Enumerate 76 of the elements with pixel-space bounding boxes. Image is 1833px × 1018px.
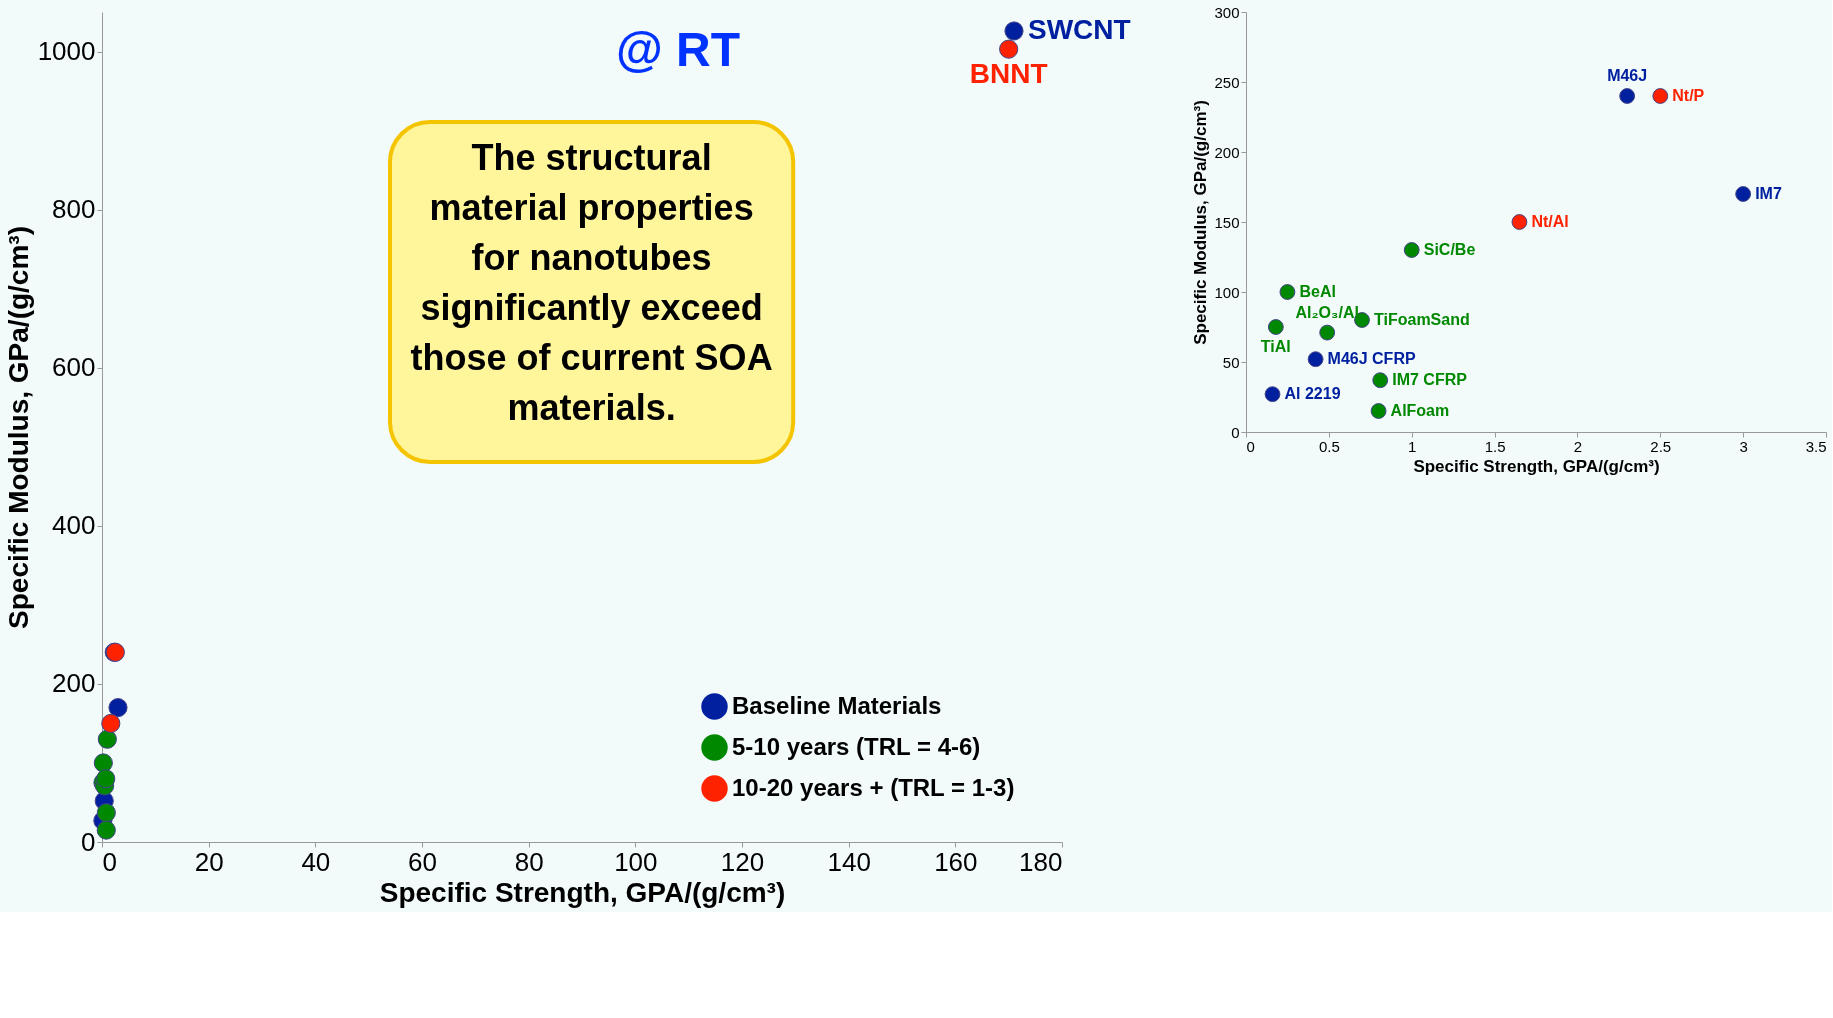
y-tick-label: 200 [1214, 143, 1240, 161]
legend-label: 10-20 years + (TRL = 1-3) [732, 773, 1015, 801]
annotation: SiC/Be [1423, 241, 1476, 258]
annotation: Al 2219 [1284, 385, 1341, 403]
y-tick-label: 600 [52, 352, 96, 383]
x-tick-label: 100 [614, 846, 658, 877]
y-axis-title: Specific Modulus, GPa/(g/cm³) [2, 226, 34, 629]
x-tick-label: 20 [194, 846, 224, 877]
point [1264, 386, 1281, 403]
x-tick-label: 80 [514, 846, 544, 877]
y-axis-title: Specific Modulus, GPa/(g/cm³) [1191, 100, 1211, 345]
point [101, 713, 121, 733]
y-tick-label: 0 [81, 826, 96, 857]
x-tick-label: 120 [720, 846, 765, 877]
point [1372, 372, 1389, 389]
y-tick-label: 0 [1231, 423, 1240, 441]
x-tick-label: 140 [827, 846, 871, 877]
annotation: The structural material properties for nanotubes significantly exceed those of current SOA materials. [410, 137, 773, 428]
x-tick-label: 2 [1573, 437, 1583, 455]
annotation: IM7 [1755, 185, 1782, 202]
annotation: TiAl [1260, 338, 1291, 355]
x-tick-label: 40 [301, 846, 331, 877]
point [999, 39, 1019, 59]
x-tick-label: 0 [102, 846, 117, 877]
point [1279, 284, 1296, 300]
point [1403, 242, 1420, 258]
point [97, 729, 117, 749]
annotation: Al₂O₃/Al [1295, 303, 1359, 321]
y-tick-label: 50 [1222, 353, 1240, 371]
point [96, 803, 116, 823]
legend-label: 5-10 years (TRL = 4-6) [732, 732, 981, 760]
point [1307, 351, 1324, 368]
y-tick-label: 150 [1214, 213, 1240, 231]
x-tick-label: 160 [934, 846, 978, 877]
x-tick-label: 60 [408, 846, 437, 877]
y-tick-label: 200 [52, 668, 96, 699]
x-tick-label: 0 [1246, 437, 1255, 455]
y-tick-label: 300 [1214, 3, 1240, 21]
annotation: Nt/Al [1531, 213, 1569, 230]
x-tick-label: 2.5 [1650, 437, 1672, 455]
x-tick-label: 3 [1739, 437, 1748, 455]
point [93, 753, 113, 773]
annotation: BNNT [969, 58, 1048, 90]
annotation: M46J CFRP [1327, 350, 1416, 368]
annotation: IM7 CFRP [1392, 371, 1468, 389]
x-tick-label: 0.5 [1318, 437, 1340, 455]
y-tick-label: 800 [52, 194, 96, 225]
point [1370, 403, 1387, 419]
x-axis-title: Specific Strength, GPA/(g/cm³) [379, 876, 786, 908]
annotation: SWCNT [1028, 13, 1131, 45]
point [1735, 186, 1752, 202]
y-tick-label: 400 [52, 510, 96, 541]
annotation: @ RT [615, 23, 741, 76]
annotation: TiFoamSand [1374, 311, 1470, 328]
annotation: AlFoam [1390, 402, 1450, 419]
point [1004, 21, 1024, 41]
point [1511, 214, 1528, 230]
point [1319, 324, 1336, 341]
x-axis-title: Specific Strength, GPA/(g/cm³) [1413, 456, 1660, 476]
annotation: BeAl [1299, 283, 1336, 300]
legend-label: Baseline Materials [732, 691, 942, 719]
x-tick-label: 1.5 [1484, 437, 1506, 455]
annotation: Nt/P [1672, 87, 1705, 104]
x-tick-label: 180 [1019, 846, 1063, 877]
point [1619, 88, 1636, 104]
x-tick-label: 1 [1408, 437, 1417, 455]
point [1652, 88, 1669, 104]
y-tick-label: 250 [1214, 73, 1240, 91]
point [108, 698, 128, 718]
y-tick-label: 1000 [37, 36, 96, 67]
point [96, 820, 116, 840]
y-tick-label: 100 [1214, 283, 1240, 301]
annotation: M46J [1607, 67, 1648, 84]
point [96, 769, 116, 789]
x-tick-label: 3.5 [1805, 437, 1827, 455]
point [1267, 319, 1284, 335]
